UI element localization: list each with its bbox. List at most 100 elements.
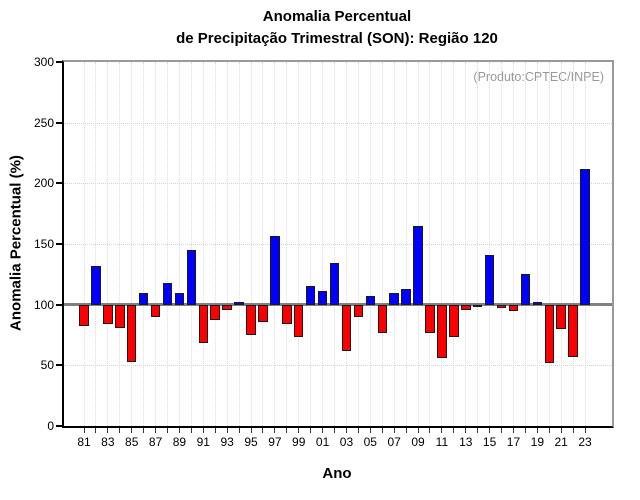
x-tick bbox=[83, 428, 85, 433]
x-tick-label: 11 bbox=[435, 435, 449, 449]
bar-2017 bbox=[508, 304, 519, 311]
bar-1983 bbox=[103, 304, 113, 325]
x-tick-label: 03 bbox=[339, 435, 354, 449]
y-tick-label: 50 bbox=[40, 358, 54, 373]
bar-2020 bbox=[544, 304, 555, 363]
x-tick-label: 87 bbox=[148, 435, 163, 449]
bar-2013 bbox=[461, 304, 471, 310]
bar-2004 bbox=[353, 304, 364, 317]
x-tick bbox=[381, 428, 383, 433]
x-tick bbox=[155, 428, 157, 433]
x-tick bbox=[286, 428, 288, 433]
bar-1991 bbox=[198, 304, 209, 344]
x-tick bbox=[345, 428, 347, 433]
bar-2006 bbox=[377, 304, 387, 333]
bar-2018 bbox=[520, 274, 531, 305]
bar-2010 bbox=[425, 304, 435, 333]
x-tick bbox=[202, 428, 204, 433]
y-tick-label: 150 bbox=[33, 237, 54, 251]
bar-1990 bbox=[186, 250, 197, 305]
bar-1996 bbox=[258, 304, 268, 322]
y-tick bbox=[56, 61, 62, 63]
y-tick bbox=[56, 182, 62, 185]
y-tick-label: 200 bbox=[33, 176, 54, 191]
x-tick bbox=[477, 428, 479, 433]
bar-1982 bbox=[91, 265, 101, 305]
h-gridline bbox=[64, 183, 612, 185]
bar-2011 bbox=[437, 304, 447, 359]
x-tick bbox=[250, 428, 252, 433]
x-tick bbox=[95, 428, 97, 433]
x-tick bbox=[178, 428, 180, 433]
bar-2008 bbox=[401, 288, 411, 305]
bar-1994 bbox=[234, 302, 244, 305]
bar-2016 bbox=[496, 304, 507, 309]
x-tick-label: 21 bbox=[554, 435, 568, 449]
bar-1997 bbox=[270, 235, 280, 305]
bar-2023 bbox=[580, 168, 590, 305]
bar-1988 bbox=[162, 282, 173, 305]
x-tick bbox=[310, 428, 312, 433]
bar-1993 bbox=[222, 304, 232, 310]
bar-1987 bbox=[150, 304, 161, 317]
x-tick-label: 91 bbox=[196, 435, 210, 449]
bar-2019 bbox=[532, 302, 543, 305]
x-tick bbox=[584, 428, 586, 433]
x-tick-label: 95 bbox=[244, 435, 258, 449]
y-tick-label: 300 bbox=[33, 55, 54, 69]
x-tick bbox=[489, 428, 491, 433]
bar-2021 bbox=[556, 304, 566, 329]
x-tick bbox=[429, 428, 431, 433]
chart-title-line1: Anomalia Percentual bbox=[262, 8, 412, 25]
bar-1981 bbox=[79, 304, 89, 327]
chart-title-line2: de Precipitação Trimestral (SON): Região… bbox=[176, 30, 498, 47]
x-tick bbox=[453, 428, 455, 433]
x-tick bbox=[190, 428, 192, 433]
x-tick bbox=[167, 428, 168, 433]
x-tick bbox=[536, 428, 538, 433]
plot-area: (Produto:CPTEC/INPE) bbox=[62, 60, 614, 428]
x-tick bbox=[548, 428, 550, 433]
x-tick bbox=[405, 428, 407, 433]
bar-2001 bbox=[317, 291, 328, 305]
x-tick bbox=[107, 428, 109, 433]
x-tick-label: 83 bbox=[101, 435, 115, 449]
x-tick-label: 85 bbox=[125, 435, 139, 449]
x-tick bbox=[262, 428, 264, 433]
y-tick-label: 250 bbox=[33, 115, 54, 130]
x-tick-label: 23 bbox=[578, 435, 592, 449]
x-tick bbox=[501, 428, 503, 433]
x-tick bbox=[322, 428, 324, 433]
h-gridline bbox=[64, 244, 612, 245]
bar-1989 bbox=[174, 292, 185, 305]
x-tick bbox=[465, 428, 467, 433]
source-annotation: (Produto:CPTEC/INPE) bbox=[473, 70, 604, 84]
bar-2005 bbox=[365, 296, 376, 305]
x-tick bbox=[238, 428, 240, 433]
x-tick bbox=[441, 428, 443, 433]
x-tick-label: 15 bbox=[482, 435, 497, 449]
x-tick-label: 99 bbox=[292, 435, 306, 449]
y-tick bbox=[56, 303, 62, 306]
h-gridline bbox=[64, 365, 612, 367]
bar-1992 bbox=[210, 304, 220, 321]
x-tick bbox=[334, 428, 336, 433]
bar-2007 bbox=[389, 292, 399, 305]
x-tick-label: 89 bbox=[172, 435, 187, 449]
bar-1985 bbox=[126, 304, 137, 362]
x-tick-label: 17 bbox=[506, 435, 521, 449]
x-tick bbox=[417, 428, 419, 433]
x-tick bbox=[226, 428, 228, 433]
bar-2012 bbox=[449, 304, 459, 338]
x-tick bbox=[393, 428, 395, 433]
y-tick bbox=[56, 425, 62, 427]
bar-2009 bbox=[413, 225, 423, 305]
bar-1986 bbox=[138, 292, 149, 305]
bar-2015 bbox=[484, 254, 495, 305]
x-tick-label: 09 bbox=[411, 435, 425, 449]
x-tick bbox=[560, 428, 562, 433]
baseline-100 bbox=[64, 303, 612, 307]
x-tick bbox=[214, 428, 216, 433]
bar-2000 bbox=[305, 286, 316, 305]
